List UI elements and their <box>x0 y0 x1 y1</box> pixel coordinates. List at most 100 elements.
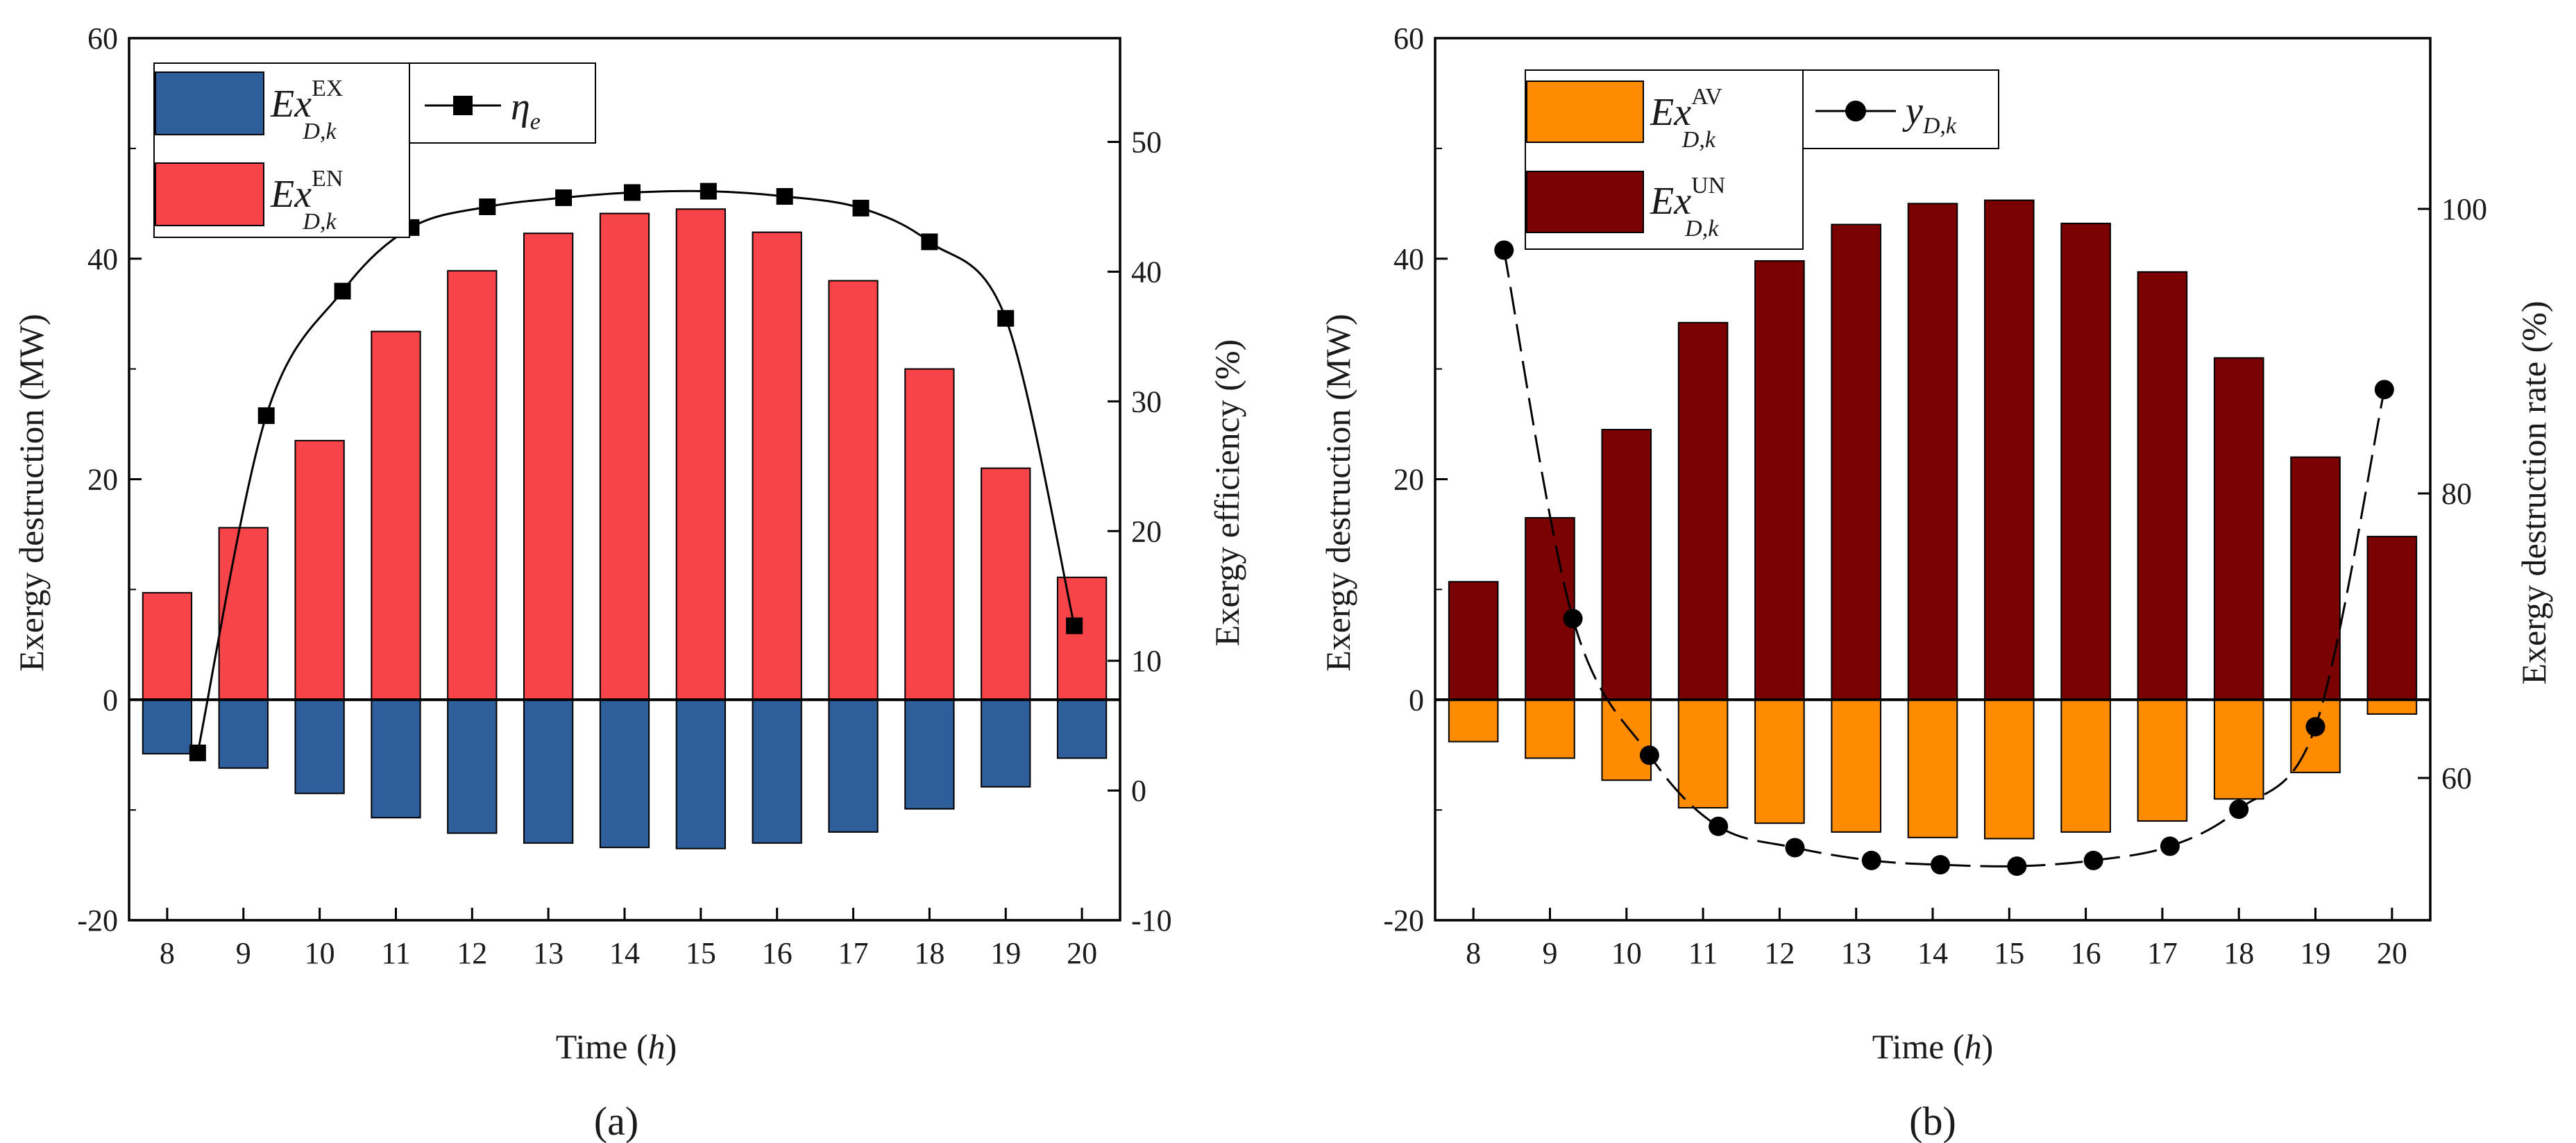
b-bar-exdkav-17 <box>2137 699 2188 822</box>
panel-b-rate-series <box>1494 240 2394 877</box>
a-point-5 <box>555 189 573 206</box>
panel-a-xlabel-text: Time (h) <box>556 1027 677 1066</box>
b-bar-exdkun-10 <box>1601 429 1652 701</box>
panel-b-ylabel-left: Exergy destruction (MW) <box>1319 314 1357 672</box>
b-bar-exdkun-18 <box>2213 357 2264 701</box>
a-point-1 <box>257 407 275 424</box>
legend-label-eta: ηe <box>511 85 541 135</box>
a-ytick-left-label: 0 <box>103 683 118 717</box>
a-point-12 <box>1066 617 1083 634</box>
a-ytick-right-label: -10 <box>1131 904 1172 938</box>
panel-a-label: (a) <box>594 1099 638 1143</box>
a-point-0 <box>189 744 206 761</box>
a-point-7 <box>700 183 717 200</box>
b-bar-exdkav-20 <box>2366 699 2418 715</box>
b-xtick-label-17: 17 <box>2147 936 2178 970</box>
b-bar-exdkun-9 <box>1525 517 1575 701</box>
b-xtick-label-14: 14 <box>1917 936 1948 970</box>
a-xtick-label-17: 17 <box>838 936 869 970</box>
a-ytick-right-label: 20 <box>1131 514 1162 548</box>
legend-ex-av-sup: AV <box>1691 84 1722 110</box>
legend-ex-en-sup: EN <box>312 166 343 192</box>
a-bar-exdkex-18 <box>904 699 955 810</box>
a-ytick-right-label: 50 <box>1131 126 1162 160</box>
legend-y-base: y <box>1902 90 1923 133</box>
a-bar-exdken-16 <box>752 231 802 701</box>
legend-ex-en-sub: D,k <box>302 209 337 235</box>
a-bar-exdken-10 <box>294 439 345 701</box>
panel-b-bars <box>1448 199 2418 840</box>
b-series-curve <box>1502 250 2386 867</box>
b-xtick-label-9: 9 <box>1542 936 1557 970</box>
b-xtick-label-18: 18 <box>2223 936 2254 970</box>
a-bar-exdken-18 <box>904 368 955 701</box>
b-point-0 <box>1494 240 1514 260</box>
b-bar-exdkav-11 <box>1677 699 1729 808</box>
b-ytick-left-label: 60 <box>1393 22 1424 56</box>
panel-b-legend: ExAV D,k ExUN D,k yD,k <box>1525 69 1999 250</box>
a-xtick-label-13: 13 <box>533 936 564 970</box>
b-point-8 <box>2083 850 2103 870</box>
legend-ex-ex-base: Ex <box>270 83 312 126</box>
a-bar-exdkex-15 <box>675 699 726 849</box>
legend-swatch-ex-en <box>155 162 264 226</box>
b-bar-exdkun-19 <box>2290 456 2341 701</box>
a-point-6 <box>623 184 641 201</box>
legend-eta-base: η <box>511 85 530 128</box>
a-point-2 <box>334 282 351 300</box>
b-point-4 <box>1785 838 1805 858</box>
a-ytick-right-label: 40 <box>1131 255 1162 289</box>
a-bar-exdken-12 <box>447 270 498 701</box>
b-xtick-label-12: 12 <box>1764 936 1795 970</box>
legend-ex-un-base: Ex <box>1650 180 1691 223</box>
b-bar-exdkav-15 <box>1984 699 2035 840</box>
b-bar-exdkav-19 <box>2290 699 2341 774</box>
b-ytick-left-label: -20 <box>1383 904 1424 938</box>
b-bar-exdkav-10 <box>1601 699 1652 781</box>
b-bar-exdkun-14 <box>1907 203 1958 701</box>
panel-b-ticks: -20 0 20 40 60 60 80 100 8 9 10 11 12 13 14 15 16 17 18 19 2… <box>1383 22 2487 970</box>
b-bar-exdkun-12 <box>1754 260 1805 701</box>
b-point-10 <box>2229 799 2249 820</box>
a-bar-exdken-19 <box>981 467 1031 701</box>
b-bar-exdkun-16 <box>2060 222 2111 701</box>
legend-eta-sub: e <box>530 109 541 135</box>
b-bar-exdkav-18 <box>2213 699 2264 800</box>
legend-marker-y <box>1845 101 1866 121</box>
a-ytick-left-label: 40 <box>87 242 118 276</box>
b-point-5 <box>1861 850 1881 870</box>
a-xtick-label-18: 18 <box>914 936 944 970</box>
a-bar-exdkex-14 <box>599 699 650 849</box>
a-bar-exdkex-16 <box>752 699 802 844</box>
a-xtick-label-19: 19 <box>990 936 1021 970</box>
b-bar-exdkun-8 <box>1448 581 1499 701</box>
a-bar-exdken-11 <box>371 330 421 701</box>
b-ytick-right-label: 100 <box>2441 192 2487 226</box>
b-ytick-left-label: 20 <box>1393 463 1424 497</box>
a-bar-exdkex-10 <box>294 699 345 795</box>
a-xtick-label-14: 14 <box>609 936 640 970</box>
legend-ex-av-base: Ex <box>1650 91 1691 134</box>
b-xtick-label-11: 11 <box>1688 936 1718 970</box>
b-bar-exdkav-8 <box>1448 699 1499 743</box>
b-bar-exdkun-15 <box>1984 199 2035 701</box>
panel-b-ylabel-right: Exergy destruction rate (%) <box>2514 300 2553 684</box>
b-xtick-label-16: 16 <box>2071 936 2101 970</box>
panel-a-legend-box-line <box>409 62 596 144</box>
a-xtick-label-9: 9 <box>236 936 251 970</box>
a-xtick-label-10: 10 <box>305 936 335 970</box>
b-ytick-right-label: 80 <box>2441 477 2472 511</box>
b-xtick-label-13: 13 <box>1841 936 1872 970</box>
xlabel-unit-h: h <box>1965 1027 1982 1066</box>
a-xtick-label-8: 8 <box>160 936 175 970</box>
legend-swatch-ex-un <box>1526 171 1644 233</box>
a-bar-exdkex-8 <box>142 699 193 755</box>
a-bar-exdken-8 <box>142 592 193 701</box>
a-point-4 <box>479 198 496 215</box>
a-bar-exdkex-12 <box>447 699 498 834</box>
panel-b-xlabel-text: Time (h) <box>1872 1027 1994 1066</box>
panel-a: Exergy destruction (MW) Exergy efficienc… <box>12 22 1246 1143</box>
b-point-12 <box>2374 380 2394 400</box>
a-xtick-label-11: 11 <box>381 936 410 970</box>
